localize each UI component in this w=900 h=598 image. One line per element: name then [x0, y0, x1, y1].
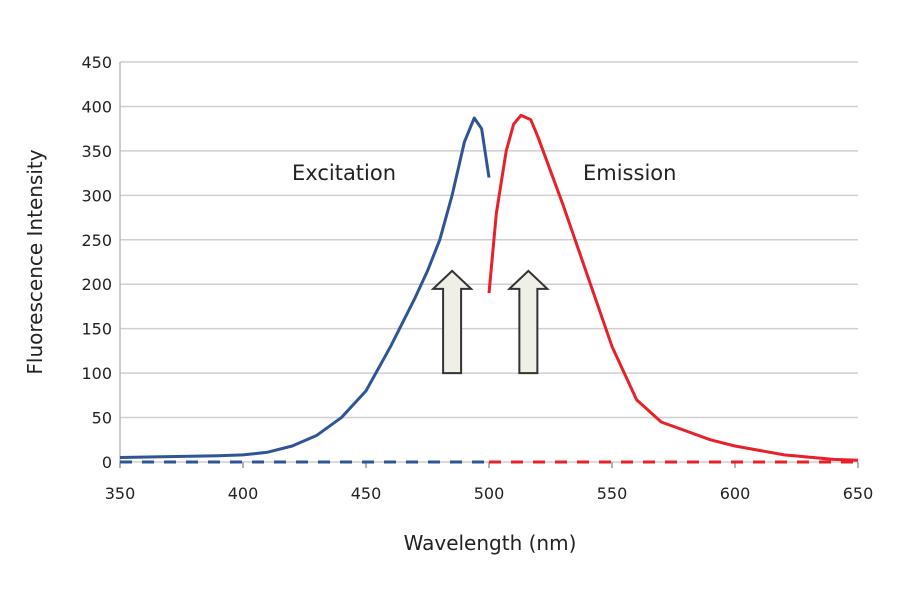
y-tick-label: 400 — [81, 97, 112, 116]
y-tick-label: 450 — [81, 53, 112, 72]
y-tick-label: 0 — [102, 453, 112, 472]
annotation-excitation: Excitation — [292, 161, 396, 185]
x-tick-label: 400 — [228, 484, 259, 503]
emission-line — [487, 113, 859, 462]
excitation-line — [119, 116, 491, 460]
x-axis-label: Wavelength (nm) — [404, 531, 577, 555]
y-tick-label: 250 — [81, 231, 112, 250]
y-axis-label: Fluorescence Intensity — [23, 149, 47, 374]
y-tick-label: 200 — [81, 275, 112, 294]
y-tick-label: 50 — [92, 409, 112, 428]
y-tick-label: 150 — [81, 320, 112, 339]
annotation-emission: Emission — [583, 161, 676, 185]
x-tick-label: 600 — [720, 484, 751, 503]
y-tick-labels: 0 50 100 150 200 250 300 350 400 450 — [81, 53, 112, 472]
gridlines — [119, 61, 859, 468]
series-lines — [119, 113, 859, 464]
x-tick-label: 650 — [843, 484, 874, 503]
x-tick-label: 450 — [351, 484, 382, 503]
x-tick-label: 350 — [105, 484, 136, 503]
y-tick-label: 350 — [81, 142, 112, 161]
x-tick-label: 500 — [474, 484, 505, 503]
y-tick-label: 100 — [81, 364, 112, 383]
up-arrow-icon — [430, 269, 474, 375]
y-tick-label: 300 — [81, 186, 112, 205]
x-tick-labels: 350 400 450 500 550 600 650 — [105, 484, 874, 503]
up-arrow-icon — [506, 269, 550, 375]
arrows — [430, 269, 550, 375]
x-tick-label: 550 — [597, 484, 628, 503]
